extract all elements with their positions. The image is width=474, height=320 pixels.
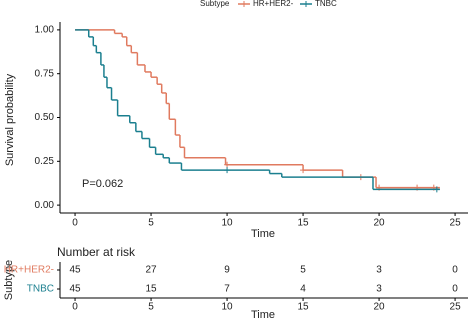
risk-row-label: TNBC	[27, 284, 54, 295]
risk-x-tick-label: 0	[72, 302, 78, 313]
y-tick-label: 0.00	[35, 200, 55, 211]
risk-count: 27	[145, 265, 157, 276]
risk-count: 3	[376, 265, 382, 276]
x-tick-label: 15	[298, 218, 310, 229]
legend-label: TNBC	[315, 0, 337, 8]
risk-x-tick-label: 5	[148, 302, 154, 313]
x-tick-label: 25	[450, 218, 462, 229]
risk-x-tick-label: 15	[298, 302, 310, 313]
risk-count: 0	[452, 265, 458, 276]
risk-table-title: Number at risk	[57, 245, 136, 259]
y-tick-label: 0.75	[35, 68, 55, 79]
y-tick-label: 0.50	[35, 112, 55, 123]
risk-count: 5	[300, 265, 306, 276]
risk-row-label: HR+HER2-	[4, 265, 54, 276]
y-axis-label: Survival probability	[4, 73, 16, 166]
x-tick-label: 10	[221, 218, 233, 229]
risk-y-label: Subtype	[3, 260, 15, 300]
legend-label: HR+HER2-	[253, 0, 294, 8]
y-tick-label: 0.25	[35, 156, 55, 167]
censor-mark	[433, 186, 440, 193]
risk-count: 3	[376, 284, 382, 295]
censor-mark	[224, 167, 231, 174]
risk-count: 4	[300, 284, 306, 295]
x-tick-label: 20	[374, 218, 386, 229]
risk-x-tick-label: 25	[450, 302, 462, 313]
risk-x-tick-label: 10	[221, 302, 233, 313]
risk-x-label: Time	[251, 309, 275, 320]
x-tick-label: 0	[72, 218, 78, 229]
y-tick-label: 1.00	[35, 25, 55, 36]
risk-count: 0	[452, 284, 458, 295]
risk-count: 9	[224, 265, 230, 276]
x-axis-label: Time	[251, 228, 275, 240]
risk-count: 45	[69, 284, 81, 295]
p-value: P=0.062	[82, 178, 123, 190]
x-tick-label: 5	[148, 218, 154, 229]
censor-mark	[224, 161, 231, 168]
risk-count: 15	[145, 284, 157, 295]
censor-mark	[300, 167, 307, 174]
risk-count: 7	[224, 284, 230, 295]
risk-count: 45	[69, 265, 81, 276]
legend-title: Subtype	[200, 0, 230, 8]
risk-x-tick-label: 20	[374, 302, 386, 313]
